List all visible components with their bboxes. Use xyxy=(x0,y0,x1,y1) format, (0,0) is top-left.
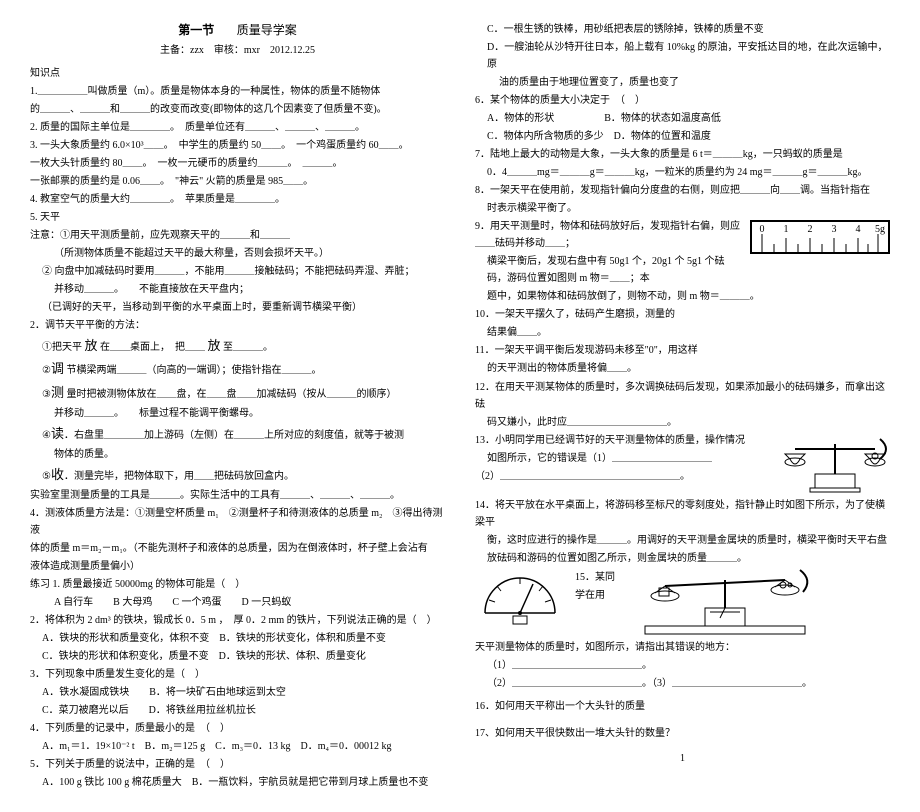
q5-note1: 注意：①用天平测质量前，应先观察天平的＿＿＿和＿＿＿ xyxy=(30,227,445,244)
c1: 2．调节天平平衡的方法： xyxy=(30,317,445,334)
tick-5: 5g xyxy=(875,224,885,235)
c1e: 物体的质量。 xyxy=(30,446,445,463)
r10b: 结果偏＿＿。 xyxy=(475,324,890,341)
r8: 8．一架天平在使用前，发现指针偏向分度盘的右侧，则应把＿＿＿向＿＿调。当指针指在 xyxy=(475,182,890,199)
q5-note1b: （所测物体质量不能超过天平的最大称量，否则会损坏天平。） xyxy=(30,245,445,262)
tick-2: 2 xyxy=(808,224,813,235)
q5hb: A．100 g 铁比 100 g 棉花质量大 B．一瓶饮料，宇航员就是把它带到月… xyxy=(30,774,445,791)
r6c: C．物体内所含物质的多少 D．物体的位置和温度 xyxy=(475,128,890,145)
l6: 实验室里测量质量的工具是＿＿＿。实际生活中的工具有＿＿＿、＿＿＿、＿＿＿。 xyxy=(30,487,445,504)
lx: 练习 1. 质量最接近 50000mg 的物体可能是（ ） xyxy=(30,576,445,593)
q3a: 3. 一头大象质量约 6.0×10³＿＿。 中学生的质量约 50＿＿。 一个鸡蛋… xyxy=(30,137,445,154)
q3c: 一张邮票的质量约是 0.06＿＿。 "神云" 火箭的质量是 985＿＿。 xyxy=(30,173,445,190)
c1a: ①把天平 放 在＿＿桌面上， 把＿＿ 放 至＿＿＿。 xyxy=(30,335,445,357)
author-line: 主备：zzx 审核：mxr 2012.12.25 xyxy=(30,42,445,59)
q2: 2. 质量的国际主单位是＿＿＿＿。 质量单位还有＿＿＿、＿＿＿、＿＿＿。 xyxy=(30,119,445,136)
r5d: D．一艘油轮从沙特开往日本，船上载有 10%kg 的原油，平安抵达目的地，在此次… xyxy=(475,39,890,73)
r15c: 天平测量物体的质量时，如图所示，请指出其错误的地方： xyxy=(475,639,890,656)
q15-text: 15．某同 学在用 xyxy=(575,568,625,605)
q4hb: A．m₁＝1．19×10⁻² t B．m₂＝125 g C．m₃＝0．13 kg… xyxy=(30,738,445,755)
r8b: 时表示横梁平衡了。 xyxy=(475,200,890,217)
r17: 17、如何用天平很快数出一堆大头针的数量？ xyxy=(475,725,890,742)
q3hc: C．菜刀被磨光以后 D．将铁丝用拉丝机拉长 xyxy=(30,702,445,719)
c1f: ⑤收．测量完毕，把物体取下，用＿＿把砝码放回盒内。 xyxy=(30,464,445,486)
q4: 4. 教室空气的质量大约＿＿＿＿。 苹果质量是＿＿＿＿。 xyxy=(30,191,445,208)
left-column: 第一节 质量导学案 主备：zzx 审核：mxr 2012.12.25 知识点 1… xyxy=(30,20,445,792)
q5ha: 5．下列关于质量的说法中，正确的是 （ ） xyxy=(30,756,445,773)
c1c2: 并移动＿＿＿。 标量过程不能调平衡螺母。 xyxy=(30,405,445,422)
q1b: 的＿＿＿、＿＿＿和＿＿＿的改变而改变(即物体的这几个因素变了但质量不变)。 xyxy=(30,101,445,118)
right-column: C．一根生锈的铁棒，用砂纸把表层的锈除掉，铁棒的质量不变 D．一艘油轮从沙特开往… xyxy=(475,20,890,792)
q5-note2: ② 向盘中加减砝码时要用＿＿＿，不能用＿＿＿接触砝码；不能把砝码弄湿、弄脏； xyxy=(30,263,445,280)
r7: 7．陆地上最大的动物是大象，一头大象的质量是 6 t＝＿＿＿kg，一只蚂蚁的质量… xyxy=(475,146,890,163)
q4ha: 4．下列质量的记录中，质量最小的是 （ ） xyxy=(30,720,445,737)
knowledge-heading: 知识点 xyxy=(30,65,445,82)
q2b: A．铁块的形状和质量变化，体积不变 B．铁块的形状变化，体积和质量不变 xyxy=(30,630,445,647)
tick-4: 4 xyxy=(856,224,861,235)
r9c: 题中，如果物体和砝码放倒了，则物不动，则 m 物＝＿＿＿。 xyxy=(475,288,890,305)
q1a: 1.＿＿＿＿＿叫做质量（m）。质量是物体本身的一种属性，物体的质量不随物体 xyxy=(30,83,445,100)
r10: 10．一架天平摆久了，砝码产生磨损，测量的 xyxy=(475,306,890,323)
q5-note2b: 并移动＿＿＿。 不能直接放在天平盘内； xyxy=(30,281,445,298)
l7a: 4．测液体质量方法是：①测量空杯质量 m₁ ②测量杯子和待测液体的总质量 m₂ … xyxy=(30,505,445,539)
section-number: 第一节 xyxy=(178,23,214,37)
r14: 14．将天平放在水平桌面上，将游码移至标尺的零刻度处，指针静止时如图下所示，为了… xyxy=(475,497,890,531)
figure-row: 15．某同 学在用 xyxy=(475,568,890,638)
r5c: C．一根生锈的铁棒，用砂纸把表层的锈除掉，铁棒的质量不变 xyxy=(475,21,890,38)
q2a: 2．将体积为 2 dm³ 的铁块，锻成长 0．5 m ， 厚 0．2 mm 的铁… xyxy=(30,612,445,629)
r12: 12．在用天平测某物体的质量时，多次调换砝码后发现，如果添加最小的砝码嫌多，而拿… xyxy=(475,379,890,413)
r15d: （1）＿＿＿＿＿＿＿＿＿＿＿＿＿。 xyxy=(475,657,890,674)
r9b: 横梁平衡后，发现右盘中有 50g1 个，20g1 个 5g1 个砝码，游码位置如… xyxy=(475,253,890,287)
title-row: 第一节 质量导学案 xyxy=(30,20,445,40)
dial-figure xyxy=(475,568,565,628)
r5d2: 油的质量由于地理位置变了，质量也变了 xyxy=(475,74,890,91)
q3ha: 3．下列现象中质量发生变化的是（ ） xyxy=(30,666,445,683)
worksheet-page: 第一节 质量导学案 主备：zzx 审核：mxr 2012.12.25 知识点 1… xyxy=(30,20,890,792)
c1b: ②调 节横梁两端＿＿＿（向高的一端调）；使指针指在＿＿＿。 xyxy=(30,358,445,380)
c1c: ③测 量时把被测物体放在＿＿盘，在＿＿盘＿＿加减砝码（按从＿＿＿的顺序） xyxy=(30,382,445,404)
lesson-title: 质量导学案 xyxy=(237,23,297,37)
tick-0: 0 xyxy=(760,224,765,235)
balance-figure-2 xyxy=(635,568,815,638)
r11: 11．一架天平调平衡后发现游码未移至"0"，用这样 xyxy=(475,342,890,359)
r14c: 放砝码和游码的位置如图乙所示，则金属块的质量＿＿＿。 xyxy=(475,550,890,567)
r14b: 衡，这时应进行的操作是＿＿＿。用调好的天平测量金属块的质量时，横梁平衡时天平右盘 xyxy=(475,532,890,549)
r11b: 的天平测出的物体质量将偏＿＿。 xyxy=(475,360,890,377)
lx1o: A 自行车 B 大母鸡 C 一个鸡蛋 D 一只蚂蚁 xyxy=(30,594,445,611)
c1d: ④读．右盘里＿＿＿＿加上游码（左侧）在＿＿＿上所对应的刻度值，就等于被测 xyxy=(30,423,445,445)
r6a: 6．某个物体的质量大小决定于 （ ） xyxy=(475,92,890,109)
l7c: 液体造成测量质量偏小） xyxy=(30,558,445,575)
q2c: C．铁块的形状和体积变化，质量不变 D．铁块的形状、体积、质量变化 xyxy=(30,648,445,665)
ruler-figure: 0 1 2 3 4 5g xyxy=(750,220,890,254)
r15e: （2）＿＿＿＿＿＿＿＿＿＿＿＿＿。（3）＿＿＿＿＿＿＿＿＿＿＿＿＿。 xyxy=(475,675,890,692)
tick-3: 3 xyxy=(832,224,837,235)
r7b: 0．4＿＿＿mg＝＿＿＿g＝＿＿＿kg，一粒米的质量约为 24 mg＝＿＿＿g＝… xyxy=(475,164,890,181)
q5: 5. 天平 xyxy=(30,209,445,226)
r12b: 码又嫌小，此时应＿＿＿＿＿＿＿＿＿＿。 xyxy=(475,414,890,431)
q3hb: A．铁水凝固成铁块 B．将一块矿石由地球运到太空 xyxy=(30,684,445,701)
tick-1: 1 xyxy=(784,224,789,235)
r6b: A．物体的形状 B．物体的状态如温度高低 xyxy=(475,110,890,127)
q3b: 一枚大头针质量约 80＿＿。 一枚一元硬币的质量约＿＿＿。 ＿＿＿。 xyxy=(30,155,445,172)
balance-figure-1 xyxy=(780,434,890,494)
r16: 16．如何用天平称出一个大头针的质量 xyxy=(475,698,890,715)
l7b: 体的质量 m＝m₂－m₁。（不能先测杯子和液体的总质量，因为在倒液体时，杯子壁上… xyxy=(30,540,445,557)
q5-note3: （已调好的天平，当移动到平衡的水平桌面上时，要重新调节横梁平衡） xyxy=(30,299,445,316)
page-number: 1 xyxy=(475,750,890,767)
